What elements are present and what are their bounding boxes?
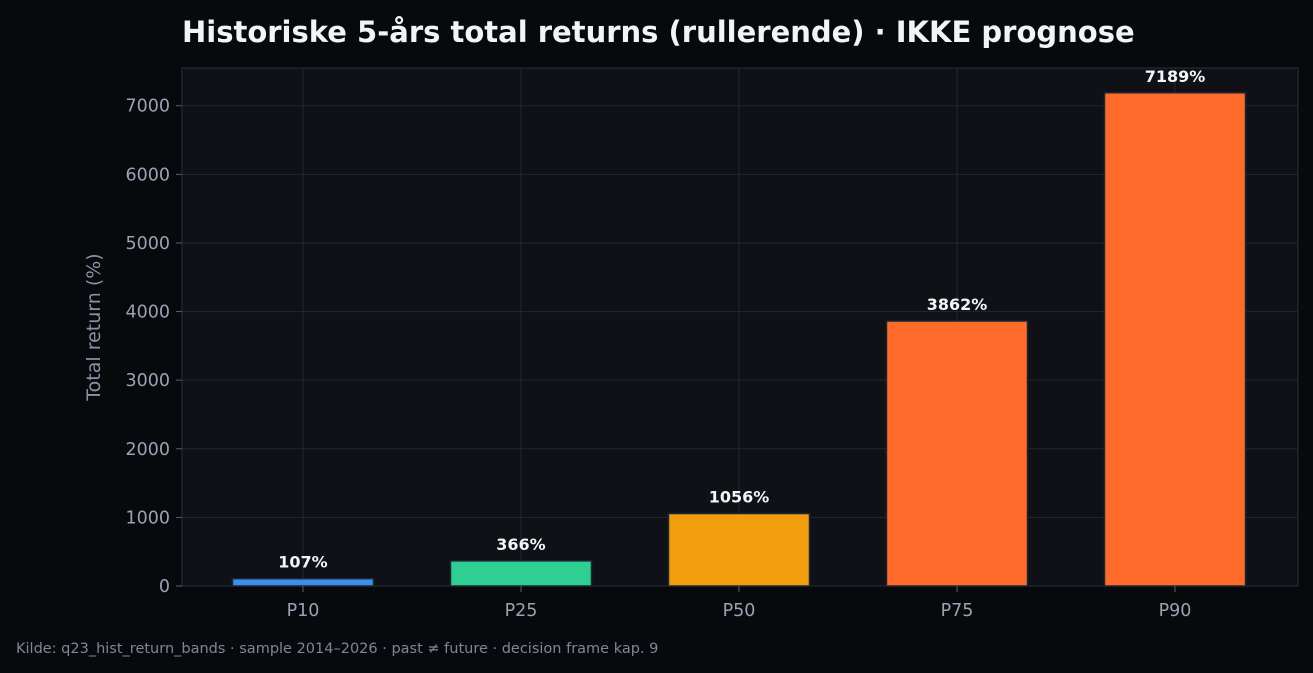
data-label-p25: 366%: [496, 535, 545, 554]
data-label-p50: 1056%: [709, 488, 770, 507]
x-tick-label: P90: [1159, 601, 1192, 621]
bar-p90: [1103, 92, 1247, 587]
y-tick-label: 6000: [125, 165, 170, 185]
y-axis: 0 1000 2000 3000 4000 5000 6000 7000: [125, 97, 182, 597]
x-tick-label: P75: [941, 601, 974, 621]
y-tick-label: 3000: [125, 371, 170, 391]
y-tick-label: 7000: [125, 97, 170, 117]
y-tick-label: 1000: [125, 508, 170, 528]
data-label-p90: 7189%: [1145, 67, 1206, 86]
bar-p10: [231, 577, 375, 587]
data-labels: 107% 366% 1056% 3862% 7189%: [278, 67, 1205, 572]
bar-p75: [885, 320, 1029, 587]
x-tick-label: P50: [723, 601, 756, 621]
x-axis: P10 P25 P50 P75 P90: [287, 586, 1192, 621]
chart-title: Historiske 5-års total returns (rulleren…: [182, 15, 1135, 49]
data-label-p10: 107%: [278, 553, 327, 572]
data-label-p75: 3862%: [927, 295, 988, 314]
y-tick-label: 5000: [125, 234, 170, 254]
y-tick-label: 0: [159, 577, 170, 597]
y-tick-label: 2000: [125, 440, 170, 460]
x-tick-label: P10: [287, 601, 320, 621]
x-tick-label: P25: [505, 601, 538, 621]
bar-p50: [667, 512, 811, 587]
bars: [231, 92, 1247, 587]
bar-p25: [449, 560, 593, 587]
y-tick-label: 4000: [125, 303, 170, 323]
y-axis-label: Total return (%): [83, 253, 105, 401]
source-footer: Kilde: q23_hist_return_bands · sample 20…: [16, 641, 658, 657]
